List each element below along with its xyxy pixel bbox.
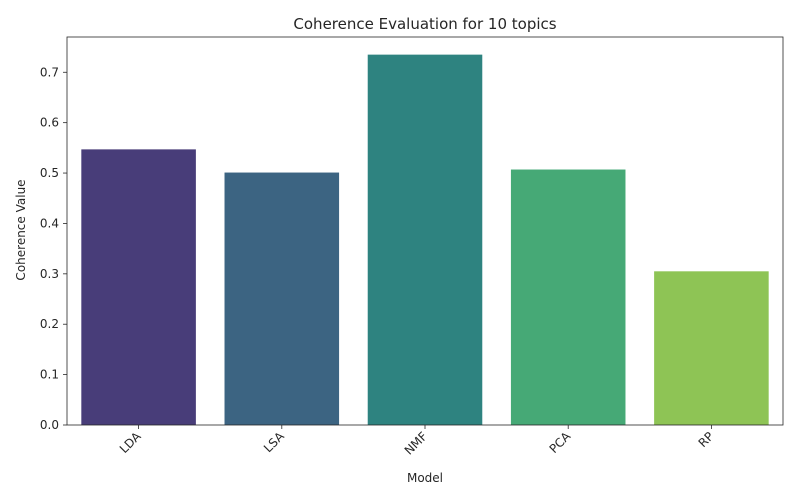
x-axis-label: Model [407, 471, 443, 485]
y-tick-label: 0.1 [40, 368, 59, 382]
x-tick-label: LSA [261, 429, 288, 456]
y-tick-label: 0.6 [40, 116, 59, 130]
y-tick-label: 0.4 [40, 216, 59, 230]
y-tick-label: 0.0 [40, 418, 59, 432]
y-axis-label: Coherence Value [14, 179, 28, 280]
bar-nmf [367, 54, 483, 426]
y-axis-ticks: 0.0 0.1 0.2 0.3 0.4 0.5 0.6 0.7 [40, 65, 67, 432]
y-tick-label: 0.5 [40, 166, 59, 180]
y-tick-label: 0.2 [40, 317, 59, 331]
bar-pca [510, 169, 626, 425]
plot-frame [66, 36, 784, 426]
x-tick-label: PCA [547, 429, 574, 456]
bar-lsa [224, 172, 340, 425]
x-tick-label: NMF [402, 429, 431, 458]
x-tick-label: LDA [117, 429, 144, 456]
bars-group [81, 54, 769, 426]
y-tick-label: 0.7 [40, 65, 59, 79]
chart-title: Coherence Evaluation for 10 topics [293, 15, 556, 33]
x-axis-ticks: LDA LSA NMF PCA RP [117, 425, 717, 458]
y-tick-label: 0.3 [40, 267, 59, 281]
bar-lda [81, 149, 196, 425]
bar-rp [654, 271, 769, 425]
x-tick-label: RP [696, 429, 717, 450]
